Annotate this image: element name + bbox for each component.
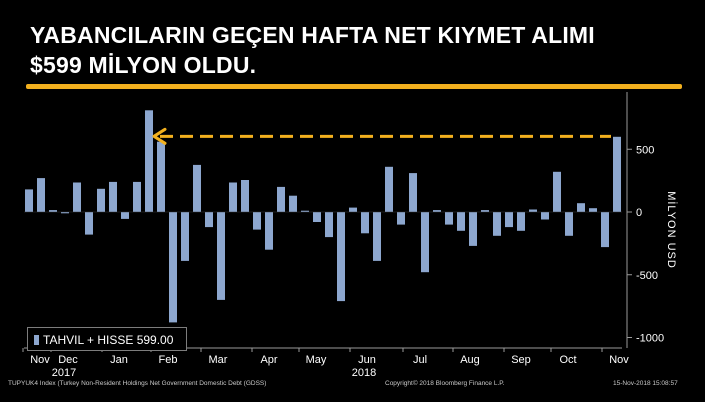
x-month-label: Jan: [110, 354, 128, 366]
bar: [373, 212, 381, 261]
annotation-arrow-head: [152, 127, 167, 145]
bar: [577, 203, 585, 212]
bar: [517, 212, 525, 231]
bar: [445, 212, 453, 225]
bar: [361, 212, 369, 234]
bar: [553, 171, 561, 212]
legend-swatch: [34, 335, 39, 345]
bar: [457, 212, 465, 231]
x-month-label: May: [306, 354, 327, 366]
bar: [145, 110, 153, 212]
x-year-label: 2017: [52, 367, 76, 379]
bar: [253, 212, 261, 230]
x-month-label: Nov: [30, 354, 50, 366]
bar: [469, 212, 477, 246]
x-year-label: 2018: [352, 367, 376, 379]
bar: [589, 208, 597, 212]
x-month-label: Jul: [413, 354, 427, 366]
legend-label: TAHVIL + HISSE 599.00: [43, 333, 174, 347]
y-tick-label: -1000: [636, 333, 664, 345]
x-month-label: Oct: [559, 354, 576, 366]
bar: [157, 141, 165, 212]
bar: [61, 212, 69, 214]
y-tick-label: -500: [636, 270, 658, 282]
x-month-label: Dec: [58, 354, 78, 366]
bar: [349, 207, 357, 212]
bar: [73, 182, 81, 212]
bar: [301, 210, 309, 212]
bar: [397, 212, 405, 225]
y-axis-label: MİLYON USD: [665, 191, 678, 269]
x-month-label: Apr: [260, 354, 277, 366]
x-month-label: Jun: [358, 354, 376, 366]
bar: [433, 210, 441, 212]
bar: [541, 212, 549, 220]
footer-copyright: Copyright© 2018 Bloomberg Finance L.P.: [385, 380, 505, 387]
footer-source: TUPYUK4 Index (Turkey Non-Resident Holdi…: [8, 380, 267, 387]
bar: [97, 188, 105, 212]
bar: [385, 166, 393, 212]
bar: [493, 212, 501, 236]
bar: [133, 181, 141, 212]
bar: [289, 195, 297, 212]
bar: [241, 180, 249, 212]
bar: [481, 210, 489, 212]
bar: [529, 209, 537, 212]
bar: [277, 186, 285, 212]
x-month-label: Nov: [609, 354, 629, 366]
bar: [601, 212, 609, 248]
bar: [49, 210, 57, 212]
x-month-label: Sep: [511, 354, 531, 366]
y-tick-label: 500: [636, 144, 654, 156]
bar: [505, 212, 513, 228]
x-month-label: Feb: [159, 354, 178, 366]
bar: [613, 136, 621, 212]
chart-legend: TAHVIL + HISSE 599.00: [27, 327, 187, 351]
bar: [85, 212, 93, 235]
bar: [337, 212, 345, 302]
page-title: YABANCILARIN GEÇEN HAFTA NET KIYMET ALIM…: [30, 20, 690, 80]
bar: [181, 212, 189, 261]
bar: [109, 181, 117, 212]
footer-timestamp: 15-Nov-2018 15:08:57: [613, 380, 678, 387]
x-month-label: Mar: [209, 354, 228, 366]
title-line-2: $599 MİLYON OLDU.: [30, 52, 257, 78]
bar: [229, 182, 237, 212]
bar: [205, 212, 213, 228]
title-line-1: YABANCILARIN GEÇEN HAFTA NET KIYMET ALIM…: [30, 22, 595, 48]
bar: [37, 178, 45, 212]
bar: [25, 189, 33, 212]
title-underline: [26, 84, 682, 89]
bar: [265, 212, 273, 250]
bar: [325, 212, 333, 238]
bar: [409, 173, 417, 212]
x-month-label: Aug: [460, 354, 480, 366]
y-tick-label: 0: [636, 207, 642, 219]
bar: [313, 212, 321, 222]
bar: [169, 212, 177, 323]
bar: [565, 212, 573, 236]
bar: [121, 212, 129, 219]
bar: [217, 212, 225, 300]
bar: [421, 212, 429, 273]
bar: [193, 164, 201, 212]
